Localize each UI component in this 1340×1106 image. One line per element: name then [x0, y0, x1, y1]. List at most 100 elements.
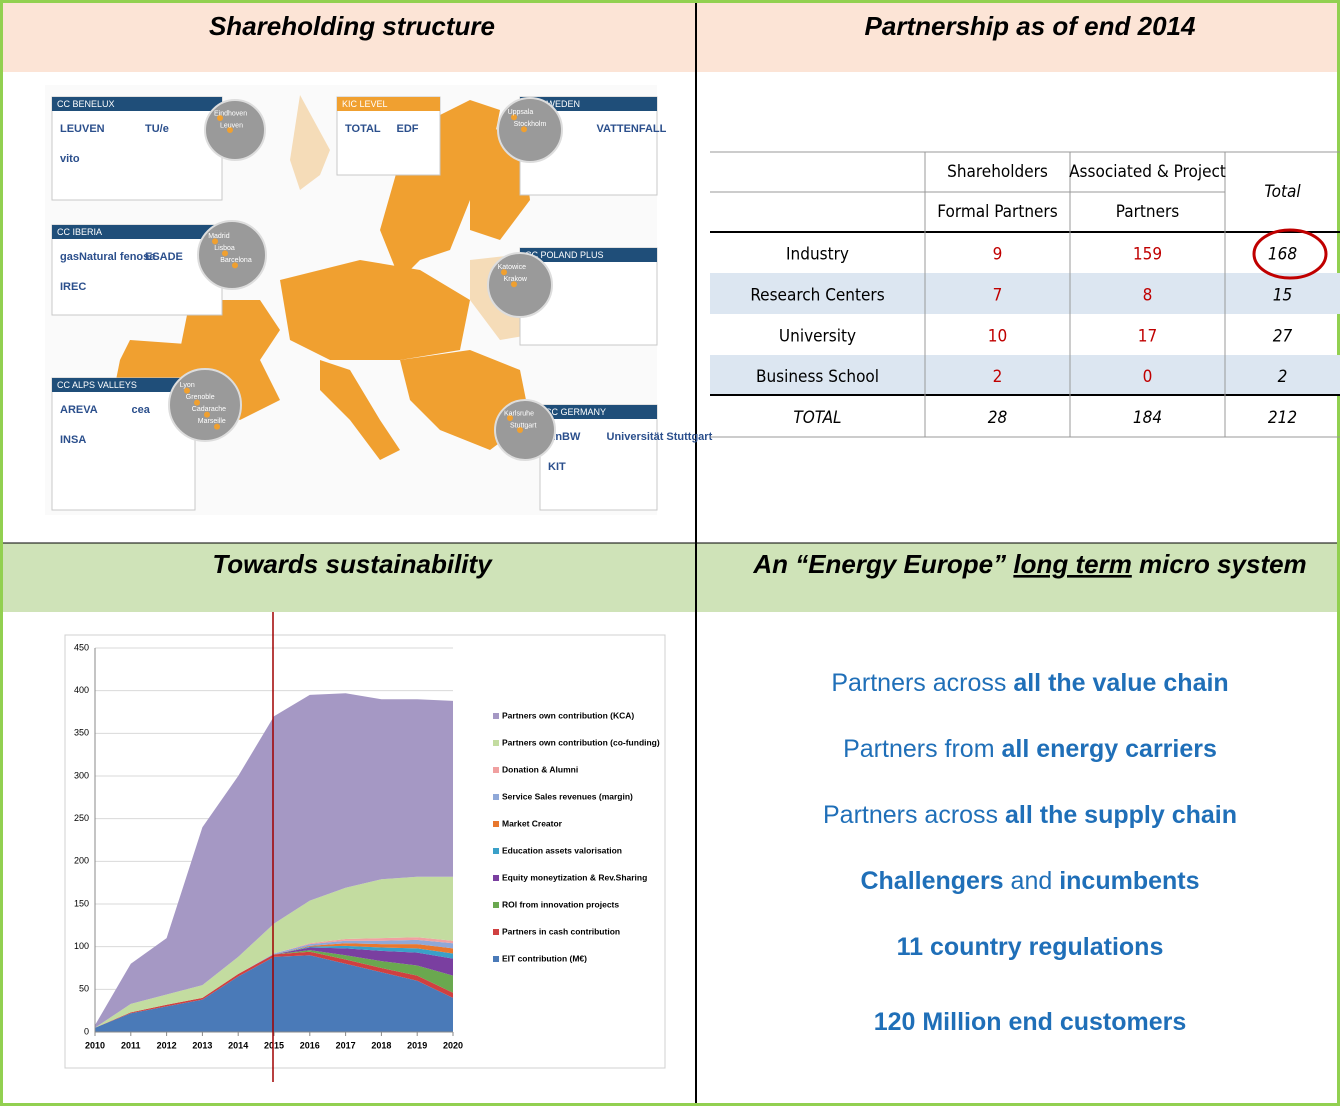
cell-value: 7: [993, 286, 1003, 306]
cell-value: 10: [988, 327, 1007, 347]
total-cell: 28: [988, 408, 1008, 428]
region-label: CC ALPS VALLEYS: [57, 380, 137, 390]
cell-value: 168: [1268, 245, 1297, 265]
region-label: CC IBERIA: [57, 227, 102, 237]
chart: 0501001502002503003504004502010201120122…: [65, 612, 665, 1082]
y-tick-label: 200: [74, 856, 89, 866]
cell-value: 0: [1143, 367, 1153, 387]
highlight-part: and: [1004, 867, 1060, 895]
highlight-part: 11 country regulations: [897, 933, 1164, 961]
cell-value: 8: [1143, 286, 1153, 306]
row-label: Business School: [756, 367, 879, 387]
partner-logo: INSA: [60, 434, 86, 446]
highlight-line: 120 Million end customers: [874, 1008, 1187, 1036]
legend-label: Partners own contribution (co-funding): [502, 737, 660, 747]
highlight-line: Partners from all energy carriers: [843, 735, 1217, 763]
highlight-part: 120 Million end customers: [874, 1008, 1187, 1036]
region-label: CC BENELUX: [57, 99, 115, 109]
city-name: Madrid: [208, 233, 230, 240]
legend-swatch: [493, 740, 499, 746]
region-box: [540, 405, 657, 510]
partner-logo: AREVA: [60, 404, 98, 416]
legend-label: Education assets valorisation: [502, 845, 622, 855]
cell-value: 2: [1278, 367, 1288, 387]
partner-logo: ESADE: [145, 251, 183, 263]
highlight-part: all energy carriers: [1001, 735, 1216, 763]
legend-swatch: [493, 794, 499, 800]
legend-label: ROI from innovation projects: [502, 899, 619, 909]
city-map: [498, 98, 562, 162]
city-name: Lisboa: [214, 245, 235, 252]
highlight-part: Partners across: [831, 669, 1013, 697]
highlight-part: incumbents: [1059, 867, 1199, 895]
column-header: Shareholders: [947, 162, 1048, 182]
x-tick-label: 2020: [443, 1040, 463, 1050]
legend-swatch: [493, 713, 499, 719]
legend-label: Service Sales revenues (margin): [502, 791, 633, 801]
legend-label: Partners own contribution (KCA): [502, 710, 634, 720]
legend-swatch: [493, 902, 499, 908]
legend-label: EIT contribution (M€): [502, 953, 587, 963]
partner-logo: gasNatural fenosa: [60, 251, 156, 263]
y-tick-label: 400: [74, 685, 89, 695]
cell-value: 27: [1273, 327, 1293, 347]
cell-value: 9: [993, 245, 1003, 265]
city-name: Marseille: [198, 418, 226, 425]
partner-logo: KIT: [548, 461, 566, 473]
cell-value: 15: [1273, 286, 1292, 306]
x-tick-label: 2012: [157, 1040, 177, 1050]
region-label: KIC LEVEL: [342, 99, 388, 109]
city-name: Stuttgart: [510, 422, 537, 429]
legend-swatch: [493, 821, 499, 827]
city-name: Katowice: [498, 264, 527, 271]
title-part: An “Energy Europe”: [752, 549, 1013, 579]
section-title: Partnership as of end 2014: [865, 11, 1196, 41]
y-tick-label: 50: [79, 984, 89, 994]
y-tick-label: 150: [74, 898, 89, 908]
city-name: Leuven: [220, 122, 243, 129]
city-map: [495, 400, 555, 460]
highlight-part: all the value chain: [1013, 669, 1228, 697]
x-tick-label: 2018: [371, 1040, 391, 1050]
y-tick-label: 100: [74, 941, 89, 951]
column-header: Formal Partners: [937, 202, 1057, 222]
city-map: [488, 253, 552, 317]
x-tick-label: 2016: [300, 1040, 320, 1050]
column-header: Partners: [1116, 202, 1179, 222]
column-header: Associated & Project: [1069, 162, 1226, 182]
section-title: Towards sustainability: [212, 549, 493, 579]
y-tick-label: 300: [74, 770, 89, 780]
legend-swatch: [493, 956, 499, 962]
city-name: Eindhoven: [214, 110, 247, 117]
y-tick-label: 350: [74, 728, 89, 738]
partner-logo: Universität Stuttgart: [607, 431, 713, 443]
city-map: [169, 369, 241, 441]
section-title: An “Energy Europe” long term micro syste…: [752, 549, 1306, 579]
x-tick-label: 2015: [264, 1040, 284, 1050]
legend-label: Equity moneytization & Rev.Sharing: [502, 872, 647, 882]
region-box: [52, 97, 222, 200]
city-map: [198, 221, 266, 289]
x-tick-label: 2014: [228, 1040, 248, 1050]
cell-value: 17: [1138, 327, 1157, 347]
x-tick-label: 2019: [407, 1040, 427, 1050]
x-tick-label: 2017: [336, 1040, 356, 1050]
section-title: Shareholding structure: [209, 11, 495, 41]
y-tick-label: 250: [74, 813, 89, 823]
y-tick-label: 450: [74, 642, 89, 652]
total-cell: 212: [1268, 408, 1297, 428]
legend-swatch: [493, 767, 499, 773]
partner-logo: TU/e: [145, 123, 169, 135]
highlight-part: Partners from: [843, 735, 1001, 763]
legend-label: Market Creator: [502, 818, 563, 828]
region-label: CC GERMANY: [545, 407, 606, 417]
total-cell: TOTAL: [793, 408, 841, 428]
legend-swatch: [493, 848, 499, 854]
row-label: Research Centers: [750, 286, 884, 306]
highlight-line: Partners across all the value chain: [831, 669, 1228, 697]
partner-logo: cea: [132, 404, 151, 416]
city-name: Barcelona: [220, 257, 252, 264]
highlight-part: Partners across: [823, 801, 1005, 829]
highlight-line: 11 country regulations: [897, 933, 1164, 961]
city-name: Krakow: [504, 276, 528, 283]
